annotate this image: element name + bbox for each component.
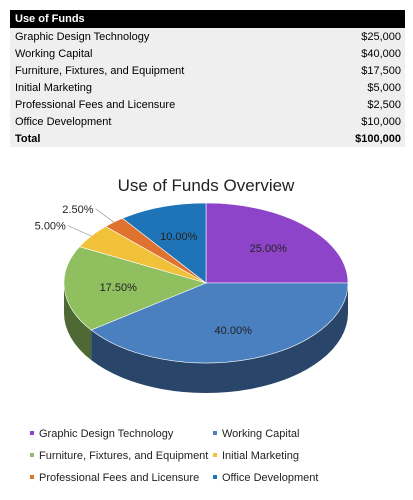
legend-label: Initial Marketing [222,450,299,462]
row-label: Furniture, Fixtures, and Equipment [15,64,185,77]
row-amount: $5,000 [367,81,401,94]
pie-chart-canvas: Use of Funds Overview 25.00% 40.00% 17.50%… [30,176,349,484]
slice-label: 40.00% [215,325,253,337]
slice-label-leader [95,208,114,223]
legend-label: Graphic Design Technology [39,428,174,440]
legend-swatch [213,431,217,435]
legend-swatch [30,431,34,435]
row-label: Initial Marketing [15,81,93,94]
table-row: Furniture, Fixtures, and Equipment $17,5… [10,62,405,79]
legend-label: Professional Fees and Licensure [39,472,199,484]
table-header-label: Use of Funds [15,13,85,25]
use-of-funds-table: Use of Funds Graphic Design Technology $… [10,10,405,147]
row-amount: $40,000 [361,47,401,60]
pie-slice-side [64,283,92,361]
row-label: Office Development [15,115,112,128]
total-label: Total [15,132,41,145]
pie-slice-side [91,283,349,394]
total-amount: $100,000 [355,132,401,145]
pie-slice [63,246,207,331]
slice-label: 10.00% [160,231,198,243]
slice-label: 25.00% [250,243,288,255]
row-amount: $17,500 [361,64,401,77]
legend: Graphic Design Technology Working Capital… [30,428,318,484]
chart-title: Use of Funds Overview [118,176,295,195]
row-label: Graphic Design Technology [15,30,150,43]
slice-label: 5.00% [35,221,66,233]
table-row: Graphic Design Technology $25,000 [10,28,405,45]
row-amount: $10,000 [361,115,401,128]
pie-layer: 25.00% 40.00% 17.50% 5.00% 2.50% 10.00% [35,202,349,394]
pie-slice [205,202,349,284]
slice-label: 2.50% [62,204,93,216]
table-row: Professional Fees and Licensure $2,500 [10,96,405,113]
row-label: Working Capital [15,47,93,60]
table-header: Use of Funds [10,10,405,28]
table-row: Office Development $10,000 [10,113,405,130]
slice-label: 17.50% [100,282,138,294]
table-total-row: Total $100,000 [10,130,405,147]
pie-slice [90,282,349,364]
row-amount: $25,000 [361,30,401,43]
legend-swatch [30,453,34,457]
table-row: Working Capital $40,000 [10,45,405,62]
use-of-funds-pie-chart: Use of Funds Overview 25.00% 40.00% 17.50%… [0,160,413,500]
table-row: Initial Marketing $5,000 [10,79,405,96]
row-label: Professional Fees and Licensure [15,98,176,111]
slice-label-leader [67,225,92,237]
row-amount: $2,500 [367,98,401,111]
pie-slice [121,202,207,284]
legend-label: Office Development [222,472,318,484]
legend-label: Working Capital [222,428,299,440]
legend-label: Furniture, Fixtures, and Equipment [39,450,208,462]
legend-swatch [213,453,217,457]
legend-swatch [30,475,34,479]
legend-swatch [213,475,217,479]
